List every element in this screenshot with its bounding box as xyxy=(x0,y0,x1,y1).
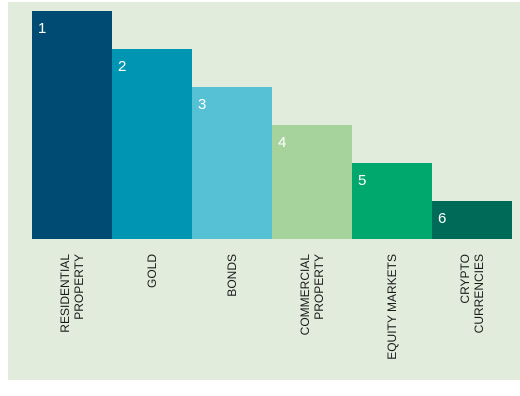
bar-4 xyxy=(272,125,352,239)
rank-label-3: 3 xyxy=(198,96,206,113)
rank-label-6: 6 xyxy=(438,210,446,227)
category-label-line: CRYPTO xyxy=(458,254,472,304)
category-label-6: CRYPTO CURRENCIES xyxy=(458,254,486,333)
category-label-1: RESIDENTIAL PROPERTY xyxy=(58,254,86,333)
category-label-2: GOLD xyxy=(145,254,159,288)
category-label-line: BONDS xyxy=(225,254,239,297)
bar-5 xyxy=(352,163,432,239)
category-label-line: GOLD xyxy=(145,254,159,288)
category-label-4: COMMERCIAL PROPERTY xyxy=(298,254,326,336)
bar-2 xyxy=(112,49,192,239)
bar-6 xyxy=(432,201,512,239)
rank-label-4: 4 xyxy=(278,134,286,151)
bar-1 xyxy=(32,11,112,239)
category-label-line: PROPERTY xyxy=(312,254,326,320)
category-label-5: EQUITY MARKETS xyxy=(385,254,399,360)
bar-3 xyxy=(192,87,272,239)
category-label-3: BONDS xyxy=(225,254,239,297)
category-label-line: EQUITY MARKETS xyxy=(385,254,399,360)
category-label-line: COMMERCIAL xyxy=(298,254,312,336)
rank-label-5: 5 xyxy=(358,172,366,189)
rank-label-2: 2 xyxy=(118,58,126,75)
category-label-line: CURRENCIES xyxy=(472,254,486,333)
category-label-line: PROPERTY xyxy=(72,254,86,320)
category-label-line: RESIDENTIAL xyxy=(58,254,72,333)
rank-label-1: 1 xyxy=(38,20,46,37)
